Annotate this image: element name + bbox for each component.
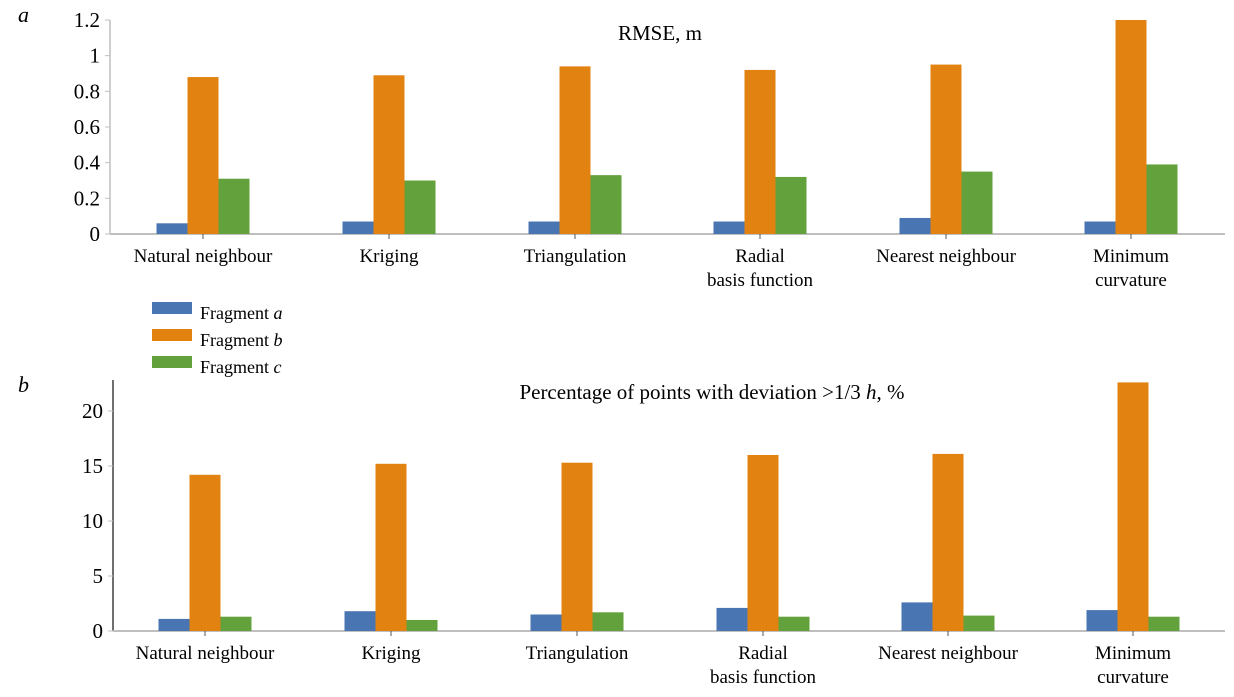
- chart-title-rmse: RMSE, m: [618, 21, 702, 45]
- x-category-label: Nearest neighbour: [878, 643, 1018, 664]
- x-category-label: Radial: [735, 246, 785, 267]
- y-tick-label: 1.2: [74, 8, 100, 32]
- bar-fragment-b: [375, 463, 407, 631]
- chart-rmse: a RMSE, m 0 0.2 0.4 0.6 0.8 1 1.2 Natural neigh…: [18, 2, 1225, 291]
- x-category-label: curvature: [1095, 270, 1167, 291]
- x-category-label: basis function: [710, 667, 817, 688]
- bar-fragment-b: [189, 474, 221, 631]
- bar-fragment-b: [930, 64, 962, 234]
- bar-fragment-b: [373, 75, 405, 235]
- y-tick-label: 0: [93, 619, 104, 643]
- legend-swatch: [152, 329, 192, 341]
- bar-fragment-c: [778, 616, 810, 631]
- x-category-label: Natural neighbour: [136, 643, 275, 664]
- bar-fragment-a: [713, 221, 745, 234]
- y-tick-label: 20: [82, 399, 103, 423]
- x-category-label: basis function: [707, 270, 814, 291]
- bar-fragment-c: [963, 615, 995, 631]
- x-category-label: Radial: [738, 643, 788, 664]
- bar-fragment-c: [1148, 616, 1180, 631]
- bar-fragment-c: [404, 180, 436, 234]
- chart-deviation-percentage: b Percentage of points with deviation >1…: [18, 372, 1225, 688]
- legend-label: Fragment b: [200, 330, 283, 350]
- bar-fragment-a: [716, 607, 748, 631]
- bar-fragment-c: [220, 616, 252, 631]
- y-tick-label: 5: [93, 564, 104, 588]
- legend-label: Fragment c: [200, 357, 282, 377]
- chart-title-deviation: Percentage of points with deviation >1/3…: [519, 380, 904, 404]
- bar-fragment-b: [561, 462, 593, 631]
- legend-swatch: [152, 356, 192, 368]
- y-tick-label: 0: [90, 222, 101, 246]
- y-tick-label: 0.6: [74, 115, 100, 139]
- bar-fragment-c: [961, 171, 993, 234]
- bar-fragment-b: [559, 66, 591, 234]
- y-tick-label: 10: [82, 509, 103, 533]
- bar-fragment-c: [590, 175, 622, 234]
- x-category-label: Kriging: [361, 643, 421, 664]
- y-tick-label: 0.2: [74, 186, 100, 210]
- bar-fragment-c: [1146, 164, 1178, 234]
- bar-fragment-a: [158, 618, 190, 631]
- bar-fragment-a: [1086, 610, 1118, 631]
- bar-fragment-c: [406, 620, 438, 631]
- bar-fragment-b: [1115, 20, 1147, 234]
- bar-fragment-a: [528, 221, 560, 234]
- bar-fragment-b: [932, 453, 964, 631]
- x-category-label: Minimum: [1093, 246, 1169, 267]
- bar-fragment-c: [218, 178, 250, 234]
- bar-fragment-a: [342, 221, 374, 234]
- bar-fragment-b: [187, 77, 219, 234]
- bar-fragment-a: [901, 602, 933, 631]
- legend-label: Fragment a: [200, 303, 283, 323]
- y-tick-label: 0.4: [74, 151, 101, 175]
- x-category-label: Nearest neighbour: [876, 246, 1016, 267]
- bar-fragment-a: [156, 223, 188, 234]
- bar-fragment-c: [592, 612, 624, 631]
- panel-label-b: b: [18, 372, 29, 397]
- bar-fragment-a: [899, 217, 931, 234]
- x-category-label: Triangulation: [524, 246, 627, 267]
- bar-fragment-a: [1084, 221, 1116, 234]
- x-category-label: curvature: [1097, 667, 1169, 688]
- bar-fragment-b: [744, 69, 776, 234]
- x-category-label: Kriging: [359, 246, 419, 267]
- legend-swatch: [152, 302, 192, 314]
- y-tick-label: 0.8: [74, 79, 100, 103]
- y-tick-label: 15: [82, 454, 103, 478]
- legend: Fragment a Fragment b Fragment c: [152, 302, 283, 377]
- panel-label-a: a: [18, 2, 29, 27]
- bar-fragment-a: [530, 614, 562, 631]
- bar-fragment-a: [344, 611, 376, 631]
- bar-fragment-b: [1117, 382, 1149, 631]
- x-category-label: Triangulation: [526, 643, 629, 664]
- x-category-label: Natural neighbour: [134, 246, 273, 267]
- bar-fragment-b: [747, 455, 779, 631]
- bar-fragment-c: [775, 176, 807, 234]
- x-category-label: Minimum: [1095, 643, 1171, 664]
- y-tick-label: 1: [90, 44, 101, 68]
